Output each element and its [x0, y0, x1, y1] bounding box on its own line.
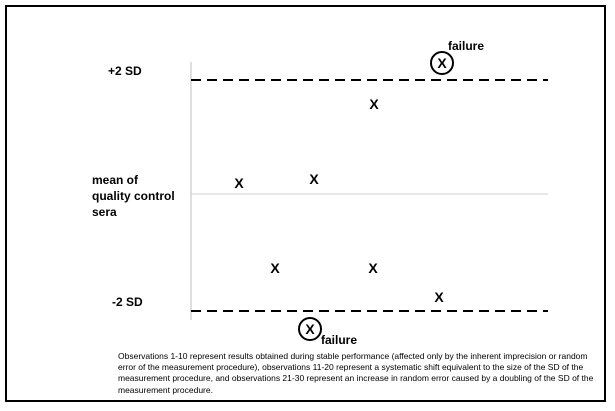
failure-marker-lower: X	[305, 321, 315, 337]
caption: Observations 1-10 represent results obta…	[118, 351, 594, 395]
failure-label-upper: failure	[448, 39, 484, 53]
failure-marker-upper: X	[437, 55, 447, 71]
observation-marker: X	[369, 96, 379, 112]
mean-label: mean of quality control sera	[92, 172, 202, 220]
observation-marker: X	[270, 260, 280, 276]
observation-marker: X	[434, 289, 444, 305]
minus-2sd-label: -2 SD	[112, 295, 143, 309]
mean-label-line-3: sera	[92, 205, 117, 219]
failure-label-lower: failure	[321, 333, 357, 347]
observation-marker: X	[368, 260, 378, 276]
mean-label-line-1: mean of	[92, 173, 139, 187]
observation-marker: X	[234, 175, 244, 191]
diagram-frame	[5, 5, 606, 402]
observation-marker: X	[309, 171, 319, 187]
failure-circle-upper	[430, 51, 454, 75]
mean-label-line-2: quality control	[92, 189, 175, 203]
failure-circle-lower	[298, 317, 322, 341]
plus-2sd-label: +2 SD	[108, 64, 142, 78]
